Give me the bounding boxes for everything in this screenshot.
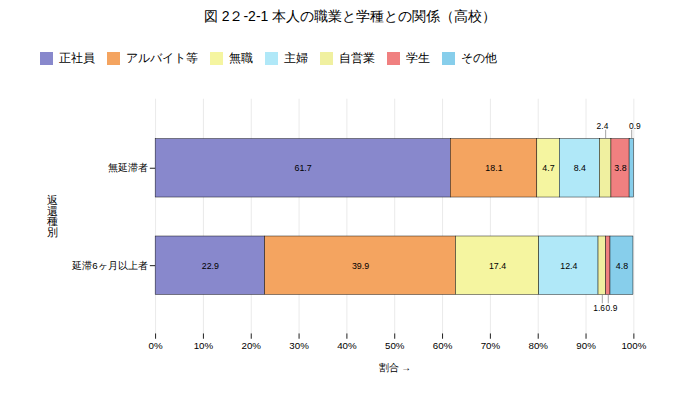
svg-text:90%: 90% [576, 340, 596, 351]
html-text:無職: 無職 [229, 51, 253, 65]
svg-text:0%: 0% [149, 340, 163, 351]
svg-text:60%: 60% [433, 340, 453, 351]
html-text:正社員: 正社員 [59, 51, 95, 65]
svg-text:8.4: 8.4 [574, 163, 586, 173]
svg-text:4.8: 4.8 [616, 261, 628, 271]
html-text:図 2２-2-1 本人の職業と学種との関係（高校）: 図 2２-2-1 本人の職業と学種との関係（高校） [203, 8, 497, 24]
svg-text:40%: 40% [337, 340, 357, 351]
svg-text:39.9: 39.9 [352, 261, 369, 271]
html-text:その他: その他 [461, 51, 497, 65]
svg-text:17.4: 17.4 [489, 261, 506, 271]
svg-text:0.9: 0.9 [606, 303, 618, 313]
svg-text:10%: 10% [194, 340, 214, 351]
svg-text:70%: 70% [481, 340, 501, 351]
svg-text:30%: 30% [289, 340, 309, 351]
html-text:主婦: 主婦 [284, 51, 308, 65]
svg-text:3.8: 3.8 [614, 163, 626, 173]
svg-text:割合 →: 割合 → [379, 362, 411, 373]
svg-text:20%: 20% [242, 340, 262, 351]
svg-text:18.1: 18.1 [485, 163, 502, 173]
html-text:学生: 学生 [406, 51, 430, 65]
svg-text:0.9: 0.9 [629, 121, 641, 131]
svg-text:50%: 50% [385, 340, 405, 351]
svg-text:80%: 80% [528, 340, 548, 351]
svg-text:22.9: 22.9 [202, 261, 219, 271]
svg-text:4.7: 4.7 [542, 163, 554, 173]
svg-text:返還種別: 返還種別 [47, 194, 58, 238]
svg-text:12.4: 12.4 [560, 261, 577, 271]
html-text:自営業: 自営業 [339, 51, 375, 65]
svg-text:100%: 100% [621, 340, 646, 351]
svg-text:延滞6ヶ月以上者: 延滞6ヶ月以上者 [71, 260, 147, 271]
svg-text:無延滞者: 無延滞者 [108, 162, 148, 173]
html-text:アルバイト等: アルバイト等 [126, 51, 198, 65]
svg-text:61.7: 61.7 [295, 163, 312, 173]
svg-text:2.4: 2.4 [597, 121, 609, 131]
svg-text:1.6: 1.6 [593, 303, 605, 313]
